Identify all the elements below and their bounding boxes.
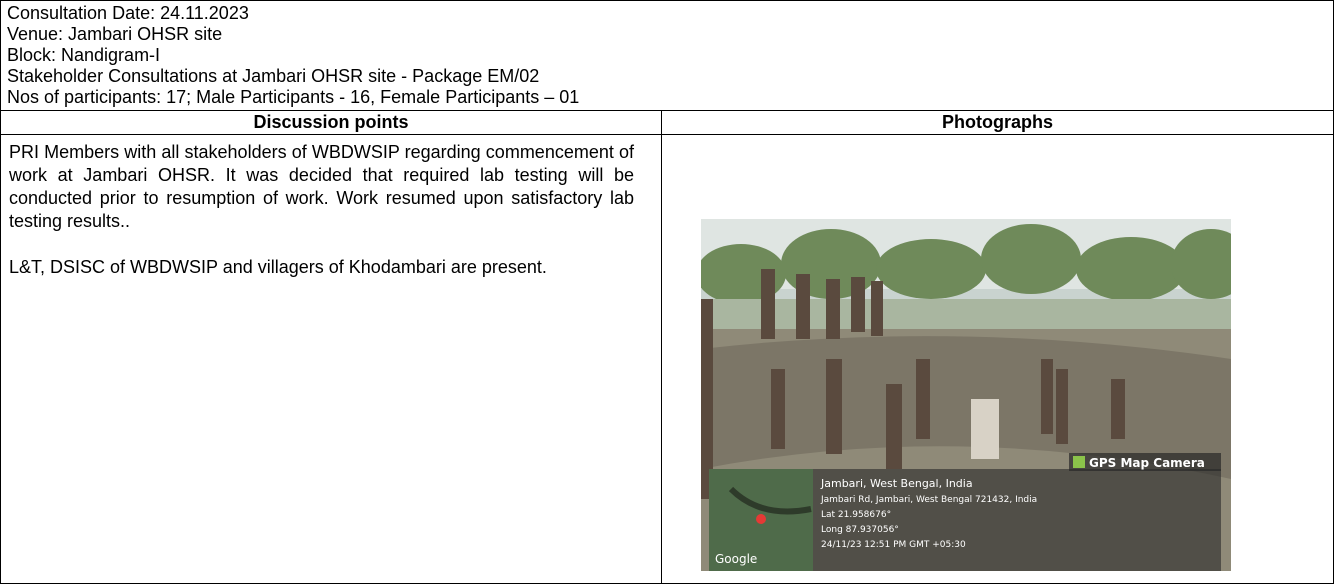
map-label: Google [715,552,757,566]
gps-place: Jambari, West Bengal, India [820,477,973,490]
consultation-header: Consultation Date: 24.11.2023 Venue: Jam… [0,0,1334,111]
site-photo: Google GPS Map Camera Jambari, West Beng… [701,219,1231,571]
gps-datetime: 24/11/23 12:51 PM GMT +05:30 [821,540,966,550]
gps-address: Jambari Rd, Jambari, West Bengal 721432,… [820,495,1037,505]
paragraph: L&T, DSISC of WBDWSIP and villagers of K… [9,257,547,277]
column-header: Photographs [661,110,1334,135]
gps-lat: Lat 21.958676° [821,510,891,520]
photo-cell: Google GPS Map Camera Jambari, West Beng… [661,134,1334,584]
header-line: Stakeholder Consultations at Jambari OHS… [7,66,540,86]
column-header: Discussion points [0,110,662,135]
gps-badge: GPS Map Camera [1089,456,1205,470]
header-line: Venue: Jambari OHSR site [7,24,223,44]
discussion-cell: PRI Members with all stakeholders of WBD… [0,134,662,584]
header-line: Block: Nandigram-I [7,45,161,65]
header-line: Consultation Date: 24.11.2023 [7,3,249,23]
gps-long: Long 87.937056° [821,525,899,535]
header-line: Nos of participants: 17; Male Participan… [7,87,580,107]
paragraph: PRI Members with all stakeholders of WBD… [9,142,634,231]
